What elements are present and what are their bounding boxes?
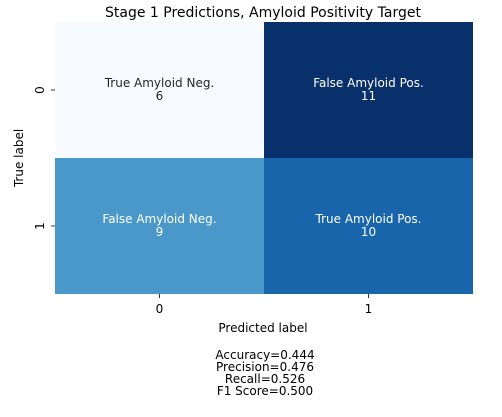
cell-value-0-0: 6 xyxy=(156,89,164,103)
f1-score-text: F1 Score=0.500 xyxy=(216,384,314,398)
accuracy-text: Accuracy=0.444 xyxy=(215,348,315,362)
heatmap-cell-1-1 xyxy=(264,158,473,294)
cell-value-1-1: 10 xyxy=(361,225,376,239)
cell-value-0-1: 11 xyxy=(361,89,376,103)
precision-text: Precision=0.476 xyxy=(216,360,314,374)
chart-title: Stage 1 Predictions, Amyloid Positivity … xyxy=(105,5,421,21)
x-axis-label: Predicted label xyxy=(218,321,307,335)
x-tick-label-0: 0 xyxy=(156,302,164,316)
cell-label-1-0: False Amyloid Neg. xyxy=(102,212,216,226)
axis-ticks: 0 1 0 1 xyxy=(33,86,372,316)
heatmap-cells: True Amyloid Neg.6 False Amyloid Pos.11 Fa… xyxy=(55,22,473,294)
y-axis-label: True label xyxy=(12,129,26,188)
metrics-summary: Accuracy=0.444 Precision=0.476 Recall=0.… xyxy=(0,349,502,397)
cell-value-1-0: 9 xyxy=(156,225,164,239)
x-tick-label-1: 1 xyxy=(365,302,373,316)
heatmap-cell-1-0 xyxy=(55,158,264,294)
y-tick-label-0: 0 xyxy=(33,86,47,94)
heatmap-cell-0-0 xyxy=(55,22,264,158)
cell-label-0-1: False Amyloid Pos. xyxy=(313,76,424,90)
cell-label-0-0: True Amyloid Neg. xyxy=(104,76,215,90)
y-tick-label-1: 1 xyxy=(33,222,47,230)
recall-text: Recall=0.526 xyxy=(224,372,306,386)
cell-label-1-1: True Amyloid Pos. xyxy=(315,212,422,226)
heatmap-cell-0-1 xyxy=(264,22,473,158)
